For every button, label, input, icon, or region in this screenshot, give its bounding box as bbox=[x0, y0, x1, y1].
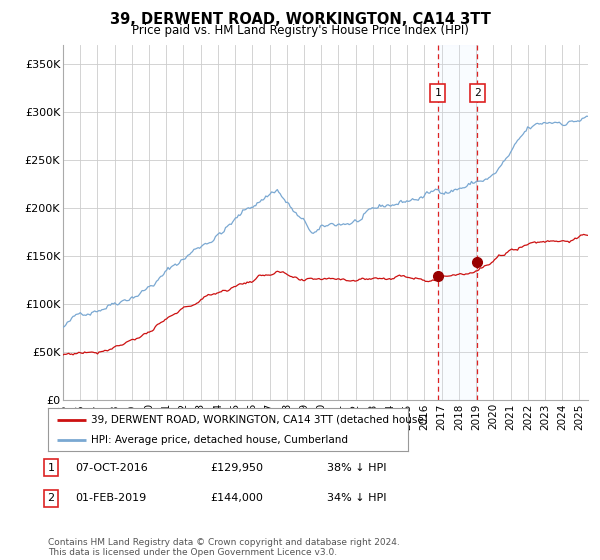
Text: 39, DERWENT ROAD, WORKINGTON, CA14 3TT (detached house): 39, DERWENT ROAD, WORKINGTON, CA14 3TT (… bbox=[91, 415, 428, 424]
Text: HPI: Average price, detached house, Cumberland: HPI: Average price, detached house, Cumb… bbox=[91, 435, 348, 445]
Text: £144,000: £144,000 bbox=[210, 493, 263, 503]
Text: Contains HM Land Registry data © Crown copyright and database right 2024.
This d: Contains HM Land Registry data © Crown c… bbox=[48, 538, 400, 557]
Text: 2: 2 bbox=[47, 493, 55, 503]
Text: Price paid vs. HM Land Registry's House Price Index (HPI): Price paid vs. HM Land Registry's House … bbox=[131, 24, 469, 36]
Text: 39, DERWENT ROAD, WORKINGTON, CA14 3TT: 39, DERWENT ROAD, WORKINGTON, CA14 3TT bbox=[110, 12, 490, 27]
Bar bbox=[438, 45, 478, 400]
Text: 38% ↓ HPI: 38% ↓ HPI bbox=[327, 463, 386, 473]
Text: 1: 1 bbox=[47, 463, 55, 473]
Text: 1: 1 bbox=[434, 88, 441, 98]
Text: 01-FEB-2019: 01-FEB-2019 bbox=[75, 493, 146, 503]
Text: £129,950: £129,950 bbox=[210, 463, 263, 473]
Text: 2: 2 bbox=[474, 88, 481, 98]
Text: 34% ↓ HPI: 34% ↓ HPI bbox=[327, 493, 386, 503]
Text: 07-OCT-2016: 07-OCT-2016 bbox=[75, 463, 148, 473]
